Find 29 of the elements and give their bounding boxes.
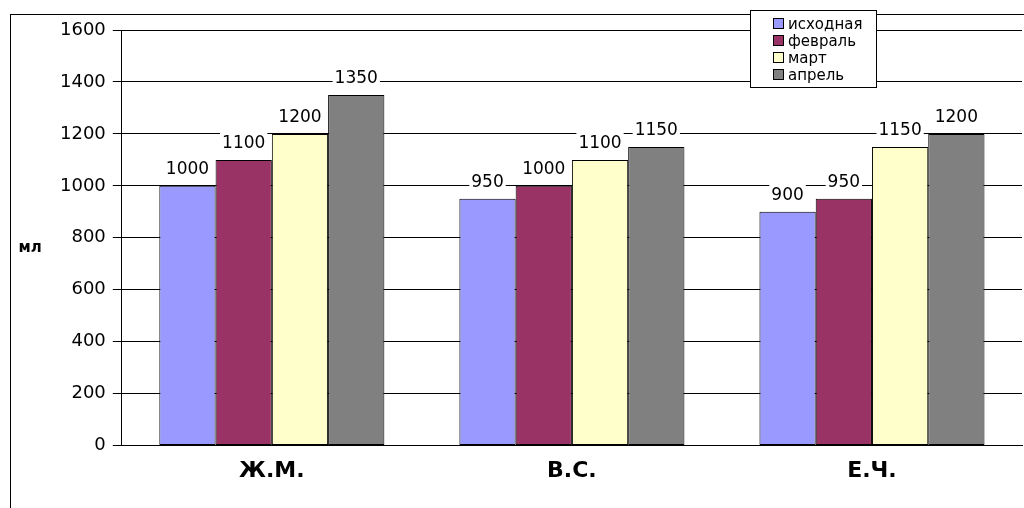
legend-label: март bbox=[788, 48, 827, 67]
y-tick-label: 400 bbox=[71, 329, 106, 351]
data-label: 900 bbox=[771, 183, 804, 204]
data-label: 1000 bbox=[522, 157, 566, 178]
legend-label: исходная bbox=[788, 14, 863, 33]
y-tick-label: 800 bbox=[71, 225, 106, 247]
data-label: 950 bbox=[471, 170, 504, 191]
y-axis-title: мл bbox=[18, 237, 42, 256]
y-tick-label: 1200 bbox=[60, 121, 106, 143]
data-label: 1200 bbox=[278, 105, 322, 126]
y-tick-label: 1600 bbox=[60, 17, 106, 39]
y-tick-label: 0 bbox=[94, 433, 106, 455]
legend-label: февраль bbox=[788, 31, 857, 50]
x-tick-label: Ж.М. bbox=[239, 456, 305, 482]
data-label: 1150 bbox=[634, 118, 678, 139]
data-label: 1150 bbox=[878, 118, 922, 139]
legend-label: апрель bbox=[788, 65, 845, 84]
data-label: 1100 bbox=[222, 131, 266, 152]
data-label: 1000 bbox=[165, 157, 210, 178]
x-tick-label: В.С. bbox=[547, 456, 597, 482]
y-tick-label: 600 bbox=[71, 277, 106, 299]
data-label: 1100 bbox=[578, 131, 622, 152]
y-tick-label: 200 bbox=[71, 381, 106, 403]
data-label: 1200 bbox=[934, 105, 978, 126]
x-tick-label: Е.Ч. bbox=[847, 456, 897, 482]
y-tick-label: 1400 bbox=[60, 69, 106, 91]
y-tick-label: 1000 bbox=[60, 173, 106, 195]
data-label: 1350 bbox=[334, 66, 378, 87]
data-label: 950 bbox=[827, 170, 861, 191]
